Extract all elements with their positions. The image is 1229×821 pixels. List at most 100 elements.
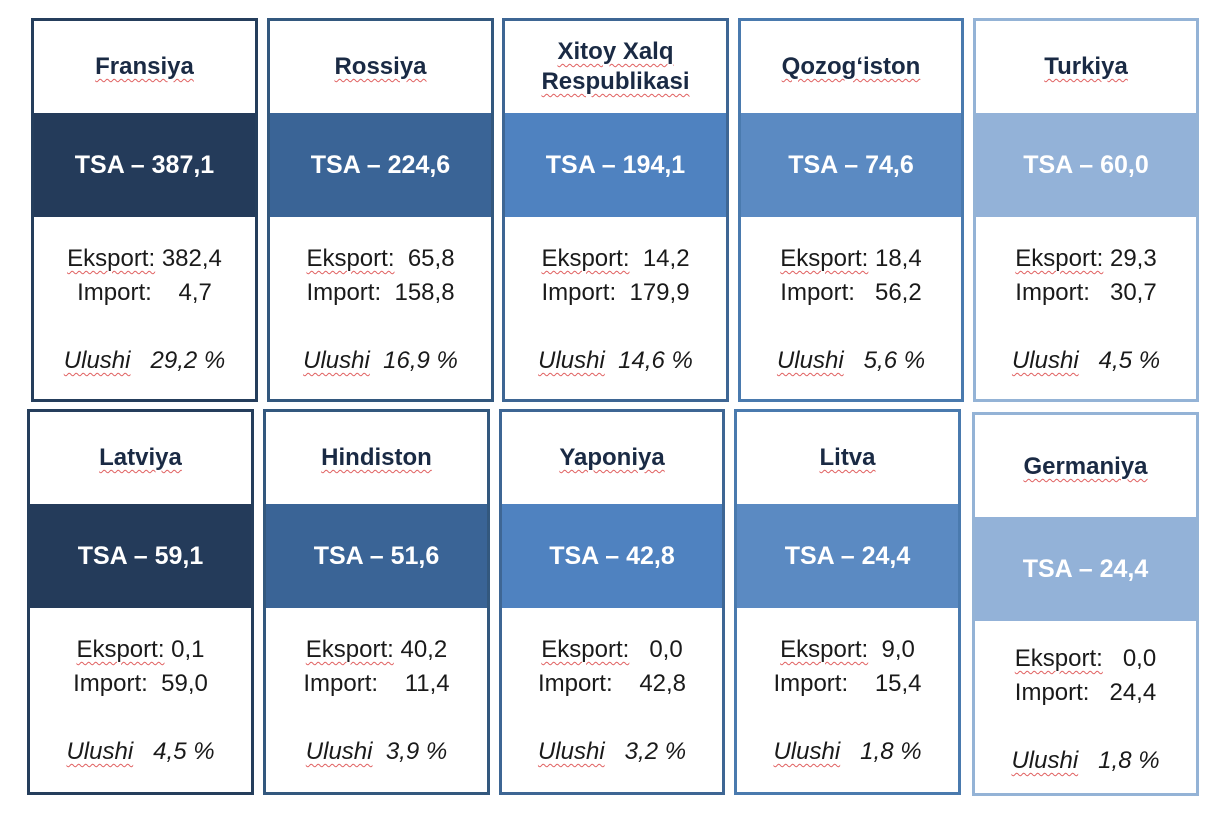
share-value: 4,5 % bbox=[153, 738, 215, 765]
import-value: 4,7 bbox=[178, 279, 212, 306]
share-label: Ulushi bbox=[537, 738, 605, 765]
export-label: Eksport: bbox=[541, 636, 630, 663]
country-card-xitoy: Xitoy Xalq Respublikasi TSA – 194,1 Eksp… bbox=[502, 18, 729, 402]
country-name: Qozog‘iston bbox=[781, 53, 921, 80]
import-label: Import: bbox=[306, 279, 382, 306]
country-name: Yaponiya bbox=[559, 444, 665, 471]
trade-details: Eksport: 9,0 Import: 15,4 Ulushi 1,8 % bbox=[737, 608, 958, 792]
export-label: Eksport: bbox=[1014, 645, 1103, 672]
export-value: 9,0 bbox=[881, 636, 915, 663]
export-value: 382,4 bbox=[161, 245, 222, 272]
share-value: 1,8 % bbox=[1098, 747, 1160, 774]
share-label: Ulushi bbox=[776, 347, 844, 374]
export-label: Eksport: bbox=[306, 245, 395, 272]
share-label: Ulushi bbox=[773, 738, 841, 765]
share-label: Ulushi bbox=[305, 738, 373, 765]
country-card-latviya: Latviya TSA – 59,1 Eksport: 0,1 Import: … bbox=[27, 409, 254, 795]
export-value: 0,0 bbox=[1122, 645, 1157, 672]
export-row: Eksport: 18,4 bbox=[741, 243, 961, 275]
country-card-qozogiston: Qozog‘iston TSA – 74,6 Eksport: 18,4 Imp… bbox=[738, 18, 964, 402]
tsa-band: TSA – 194,1 bbox=[505, 113, 726, 217]
share-row: Ulushi 5,6 % bbox=[741, 345, 961, 377]
import-row: Import: 24,4 bbox=[975, 677, 1196, 709]
share-row: Ulushi 1,8 % bbox=[975, 745, 1196, 777]
import-value: 30,7 bbox=[1109, 279, 1157, 306]
share-row: Ulushi 4,5 % bbox=[976, 345, 1196, 377]
country-name: Rossiya bbox=[334, 53, 427, 80]
import-row: Import: 42,8 bbox=[502, 668, 722, 700]
share-row: Ulushi 3,2 % bbox=[502, 736, 722, 768]
share-value: 29,2 % bbox=[150, 347, 226, 374]
share-value: 14,6 % bbox=[618, 347, 693, 374]
export-row: Eksport: 40,2 bbox=[266, 634, 487, 666]
share-value: 3,9 % bbox=[385, 738, 448, 765]
import-value: 15,4 bbox=[874, 670, 922, 697]
export-label: Eksport: bbox=[1015, 245, 1104, 272]
export-value: 0,1 bbox=[171, 636, 205, 663]
share-label: Ulushi bbox=[538, 347, 605, 374]
trade-details: Eksport: 14,2 Import: 179,9 Ulushi 14,6 … bbox=[505, 217, 726, 399]
export-value: 29,3 bbox=[1109, 245, 1157, 272]
import-label: Import: bbox=[1014, 679, 1090, 706]
export-value: 0,0 bbox=[649, 636, 683, 663]
share-row: Ulushi 1,8 % bbox=[737, 736, 958, 768]
import-row: Import: 4,7 bbox=[34, 277, 255, 309]
tsa-band: TSA – 51,6 bbox=[266, 504, 487, 608]
import-label: Import: bbox=[77, 279, 152, 306]
share-label: Ulushi bbox=[303, 347, 370, 374]
country-card-fransiya: Fransiya TSA – 387,1 Eksport: 382,4 Impo… bbox=[31, 18, 258, 402]
export-label: Eksport: bbox=[67, 245, 156, 272]
country-card-litva: Litva TSA – 24,4 Eksport: 9,0 Import: 15… bbox=[734, 409, 961, 795]
tsa-band: TSA – 59,1 bbox=[30, 504, 251, 608]
import-label: Import: bbox=[1015, 279, 1090, 306]
import-row: Import: 59,0 bbox=[30, 668, 251, 700]
export-label: Eksport: bbox=[541, 245, 630, 272]
trade-details: Eksport: 0,1 Import: 59,0 Ulushi 4,5 % bbox=[30, 608, 251, 792]
export-label: Eksport: bbox=[780, 636, 869, 663]
country-name: Fransiya bbox=[95, 53, 194, 80]
export-label: Eksport: bbox=[780, 245, 869, 272]
share-value: 3,2 % bbox=[624, 738, 687, 765]
export-row: Eksport: 14,2 bbox=[505, 243, 726, 275]
share-label: Ulushi bbox=[63, 347, 131, 374]
import-row: Import: 30,7 bbox=[976, 277, 1196, 309]
trade-details: Eksport: 0,0 Import: 24,4 Ulushi 1,8 % bbox=[975, 621, 1196, 793]
tsa-band: TSA – 60,0 bbox=[976, 113, 1196, 217]
share-value: 4,5 % bbox=[1098, 347, 1161, 374]
tsa-band: TSA – 24,4 bbox=[975, 517, 1196, 621]
tsa-band: TSA – 224,6 bbox=[270, 113, 491, 217]
share-label: Ulushi bbox=[1011, 347, 1079, 374]
import-label: Import: bbox=[773, 670, 849, 697]
share-row: Ulushi 4,5 % bbox=[30, 736, 251, 768]
export-value: 14,2 bbox=[642, 245, 690, 272]
share-value: 1,8 % bbox=[860, 738, 922, 765]
country-name: Turkiya bbox=[1044, 53, 1128, 80]
share-row: Ulushi 29,2 % bbox=[34, 345, 255, 377]
trade-details: Eksport: 29,3 Import: 30,7 Ulushi 4,5 % bbox=[976, 217, 1196, 399]
country-name: Latviya bbox=[99, 444, 182, 471]
trade-details: Eksport: 18,4 Import: 56,2 Ulushi 5,6 % bbox=[741, 217, 961, 399]
tsa-band: TSA – 42,8 bbox=[502, 504, 722, 608]
import-value: 56,2 bbox=[874, 279, 922, 306]
tsa-band: TSA – 24,4 bbox=[737, 504, 958, 608]
export-value: 18,4 bbox=[874, 245, 922, 272]
trade-details: Eksport: 65,8 Import: 158,8 Ulushi 16,9 … bbox=[270, 217, 491, 399]
trade-details: Eksport: 0,0 Import: 42,8 Ulushi 3,2 % bbox=[502, 608, 722, 792]
export-label: Eksport: bbox=[76, 636, 165, 663]
trade-details: Eksport: 40,2 Import: 11,4 Ulushi 3,9 % bbox=[266, 608, 487, 792]
share-row: Ulushi 14,6 % bbox=[505, 345, 726, 377]
share-value: 16,9 % bbox=[383, 347, 458, 374]
export-row: Eksport: 0,0 bbox=[502, 634, 722, 666]
country-name: Litva bbox=[819, 444, 876, 471]
import-row: Import: 179,9 bbox=[505, 277, 726, 309]
export-row: Eksport: 65,8 bbox=[270, 243, 491, 275]
export-value: 65,8 bbox=[407, 245, 455, 272]
export-row: Eksport: 382,4 bbox=[34, 243, 255, 275]
import-value: 59,0 bbox=[161, 670, 208, 697]
export-row: Eksport: 0,1 bbox=[30, 634, 251, 666]
country-card-germaniya: Germaniya TSA – 24,4 Eksport: 0,0 Import… bbox=[972, 412, 1199, 796]
tsa-band: TSA – 387,1 bbox=[34, 113, 255, 217]
share-value: 5,6 % bbox=[863, 347, 926, 374]
import-value: 158,8 bbox=[394, 279, 455, 306]
import-row: Import: 158,8 bbox=[270, 277, 491, 309]
